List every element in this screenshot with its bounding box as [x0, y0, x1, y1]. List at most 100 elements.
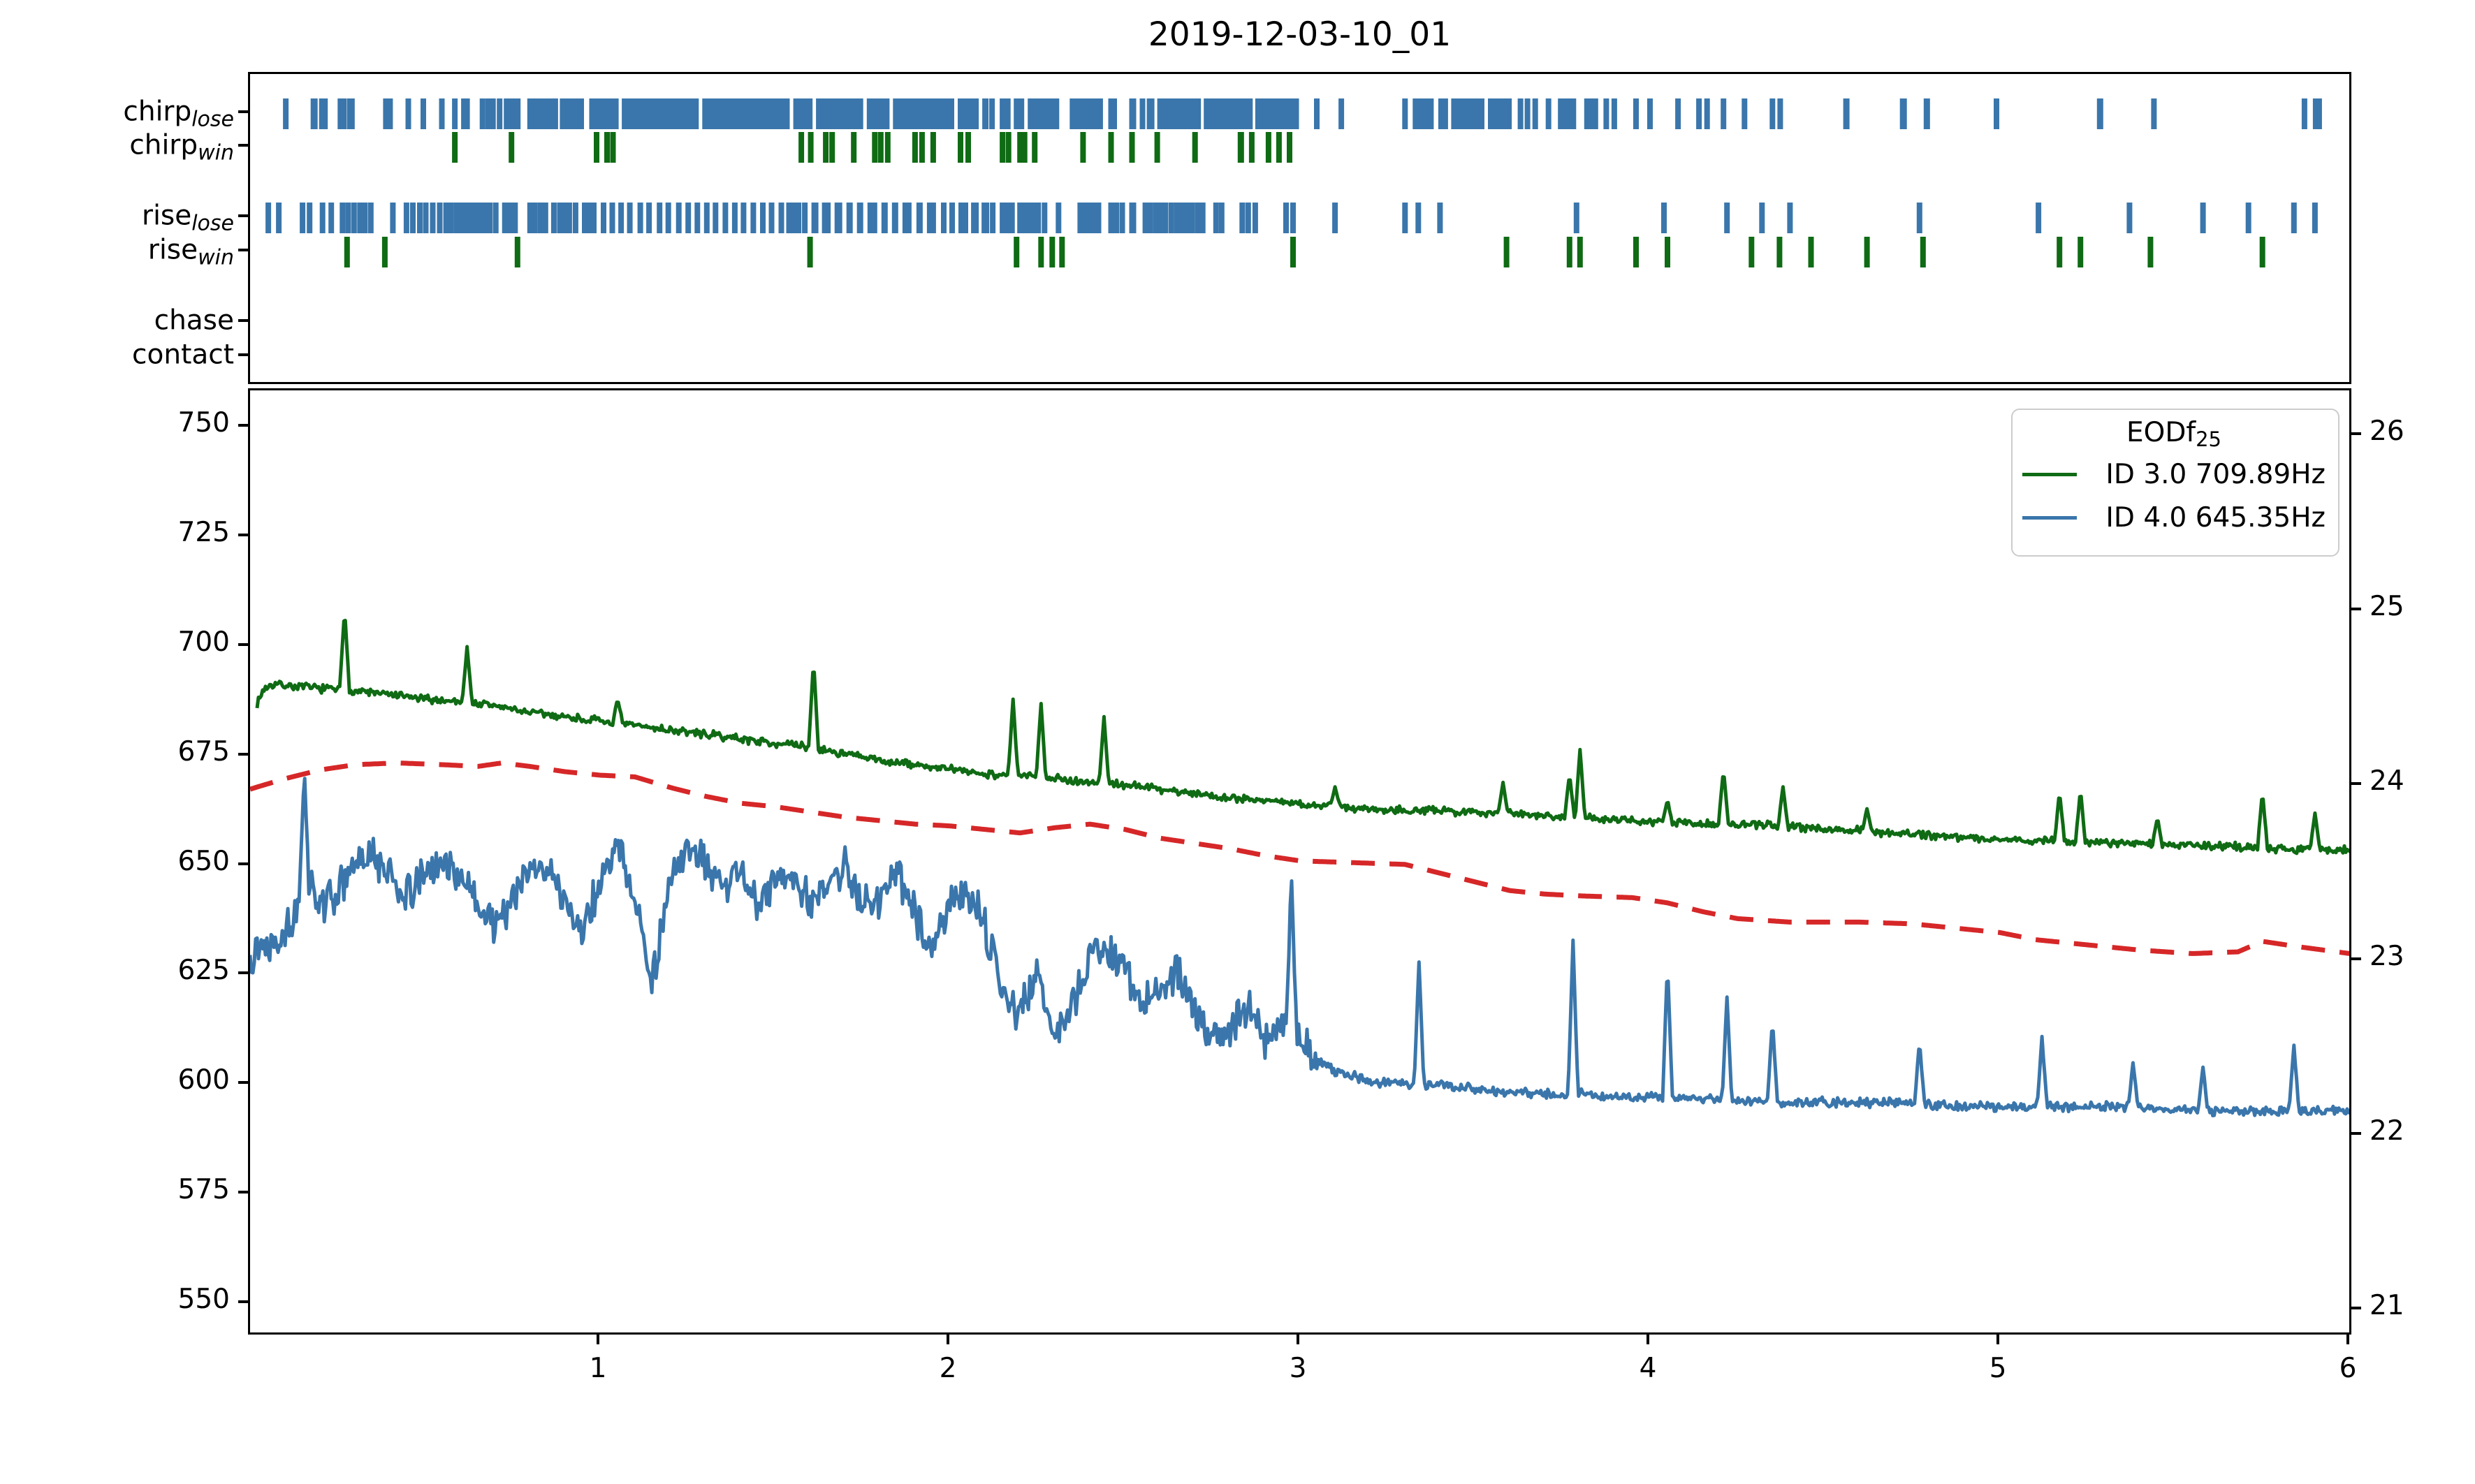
- ytick-label-left-675: 675: [177, 735, 230, 767]
- raster-mark-rise_lose: [1147, 203, 1153, 233]
- raster-mark-chirp_lose: [1899, 98, 1907, 129]
- raster-mark-rise_lose: [367, 203, 374, 233]
- raster-mark-rise_lose: [345, 203, 351, 233]
- raster-mark-rise_lose: [1916, 203, 1922, 233]
- legend-entry-id4: ID 4.0 645.35Hz: [2022, 496, 2326, 539]
- raster-mark-rise_win: [807, 237, 813, 267]
- ytick-label-right-25: 25: [2370, 590, 2404, 622]
- raster-mark-rise_lose: [423, 203, 429, 233]
- raster-mark-rise_lose: [537, 203, 543, 233]
- raster-mark-chirp_win: [1129, 132, 1135, 163]
- ytick-label-right-21: 21: [2370, 1290, 2404, 1322]
- raster-mark-rise_lose: [1195, 203, 1201, 233]
- raster-mark-rise_lose: [981, 203, 990, 233]
- raster-mark-rise_lose: [566, 203, 572, 233]
- raster-mark-chirp_lose: [1438, 98, 1448, 129]
- raster-mark-rise_lose: [694, 203, 701, 233]
- raster-mark-rise_win: [2057, 237, 2063, 267]
- raster-mark-rise_lose: [265, 203, 272, 233]
- raster-mark-chirp_win: [1237, 132, 1244, 163]
- ytick-right-21: [2351, 1307, 2361, 1310]
- raster-mark-rise_lose: [902, 203, 912, 233]
- raster-mark-chirp_win: [884, 132, 891, 163]
- raster-mark-rise_lose: [443, 203, 449, 233]
- raster-mark-chirp_lose: [479, 98, 485, 129]
- raster-mark-rise_lose: [1759, 203, 1765, 233]
- raster-mark-rise_lose: [453, 203, 460, 233]
- raster-mark-rise_lose: [2036, 203, 2042, 233]
- raster-mark-rise_lose: [463, 203, 469, 233]
- ytick-right-23: [2351, 957, 2361, 960]
- raster-mark-rise_lose: [731, 203, 738, 233]
- ytick-right-25: [2351, 607, 2361, 610]
- raster-mark-chirp_win: [919, 132, 925, 163]
- raster-mark-chirp_win: [610, 132, 616, 163]
- xtick-label-2: 2: [939, 1353, 957, 1384]
- ytick-right-24: [2351, 782, 2361, 786]
- row-tick-rise_win: [238, 249, 248, 251]
- raster-mark-rise_lose: [1174, 203, 1180, 233]
- raster-mark-rise_lose: [2200, 203, 2206, 233]
- raster-mark-rise_win: [1038, 237, 1044, 267]
- raster-mark-chirp_win: [1108, 132, 1114, 163]
- ytick-label-left-600: 600: [177, 1064, 230, 1096]
- ytick-left-575: [238, 1191, 248, 1194]
- raster-mark-chirp_lose: [1532, 98, 1538, 129]
- raster-mark-chirp_win: [1276, 132, 1282, 163]
- legend-entry-id3: ID 3.0 709.89Hz: [2022, 453, 2326, 496]
- raster-mark-chirp_win: [877, 132, 884, 163]
- raster-mark-chirp_lose: [1558, 98, 1577, 129]
- xtick-6: [2346, 1335, 2349, 1344]
- raster-mark-chirp_lose: [2312, 98, 2322, 129]
- raster-mark-rise_lose: [2245, 203, 2251, 233]
- raster-mark-rise_lose: [1218, 203, 1225, 233]
- raster-mark-rise_lose: [478, 203, 484, 233]
- eodf-canvas: [250, 619, 2349, 1117]
- raster-mark-rise_lose: [618, 203, 625, 233]
- raster-mark-rise_win: [1633, 237, 1639, 267]
- raster-mark-rise_lose: [713, 203, 719, 233]
- raster-mark-rise_lose: [768, 203, 775, 233]
- raster-mark-chirp_lose: [1488, 98, 1512, 129]
- xtick-1: [596, 1335, 599, 1344]
- raster-mark-rise_lose: [1252, 203, 1258, 233]
- raster-mark-rise_lose: [468, 203, 474, 233]
- raster-mark-chirp_lose: [337, 98, 344, 129]
- raster-mark-rise_lose: [760, 203, 766, 233]
- raster-mark-chirp_lose: [1338, 98, 1345, 129]
- raster-mark-rise_lose: [1787, 203, 1793, 233]
- raster-mark-chirp_lose: [421, 98, 426, 129]
- ytick-label-left-725: 725: [177, 517, 230, 549]
- raster-mark-chirp_lose: [2096, 98, 2103, 129]
- raster-mark-chirp_win: [798, 132, 805, 163]
- raster-mark-rise_lose: [811, 203, 819, 233]
- ytick-left-650: [238, 862, 248, 865]
- raster-mark-chirp_lose: [982, 98, 989, 129]
- raster-mark-rise_lose: [867, 203, 877, 233]
- ytick-label-left-750: 750: [177, 407, 230, 439]
- raster-mark-rise_lose: [1283, 203, 1289, 233]
- raster-mark-rise_lose: [926, 203, 936, 233]
- raster-mark-rise_win: [2078, 237, 2084, 267]
- raster-mark-rise_lose: [790, 203, 796, 233]
- raster-mark-chirp_lose: [1611, 98, 1617, 129]
- raster-mark-chirp_win: [1287, 132, 1292, 163]
- raster-mark-chirp_win: [1032, 132, 1038, 163]
- raster-mark-chirp_lose: [1994, 98, 1999, 129]
- ytick-left-600: [238, 1081, 248, 1085]
- raster-mark-chirp_lose: [1005, 98, 1011, 129]
- xtick-label-6: 6: [2339, 1353, 2357, 1384]
- raster-mark-rise_lose: [473, 203, 479, 233]
- raster-mark-rise_win: [1577, 237, 1583, 267]
- raster-mark-chirp_win: [1192, 132, 1198, 163]
- raster-mark-rise_lose: [1142, 203, 1148, 233]
- xtick-label-5: 5: [1989, 1353, 2007, 1384]
- row-label-chirp_win: chirpwin: [129, 129, 234, 166]
- legend-label-id3: ID 3.0 709.89Hz: [2105, 458, 2326, 490]
- raster-mark-rise_win: [381, 237, 388, 267]
- raster-mark-chirp_lose: [1314, 98, 1320, 129]
- ytick-left-625: [238, 971, 248, 975]
- raster-mark-rise_lose: [601, 203, 606, 233]
- series-line-temperature: [250, 761, 2349, 956]
